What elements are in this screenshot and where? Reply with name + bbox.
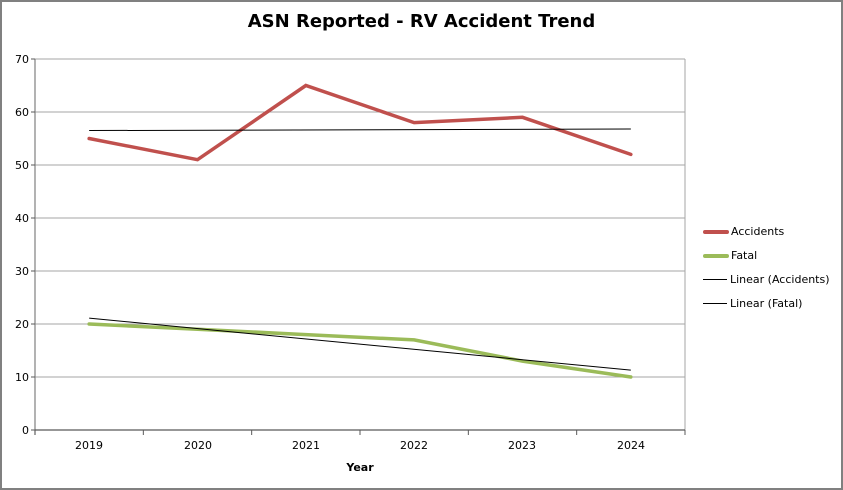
linear-fatal-line-swatch xyxy=(703,303,727,304)
legend-item-linear-accidents: Linear (Accidents) xyxy=(703,273,830,286)
y-tick-label: 60 xyxy=(15,106,29,119)
fatal-line-swatch xyxy=(703,253,729,258)
x-tick-label: 2023 xyxy=(508,439,536,452)
accidents-line-swatch xyxy=(703,229,729,234)
legend-label: Accidents xyxy=(731,225,785,238)
series-line-accidents xyxy=(87,83,633,162)
chart-title: ASN Reported - RV Accident Trend xyxy=(247,11,596,32)
y-tick-label: 70 xyxy=(15,53,29,66)
x-axis-title: Year xyxy=(346,461,374,474)
legend-label: Linear (Fatal) xyxy=(730,297,803,310)
x-tick-label: 2021 xyxy=(292,439,320,452)
legend-label: Fatal xyxy=(731,249,758,262)
legend-item-linear-fatal: Linear (Fatal) xyxy=(703,297,830,310)
x-tick-label: 2019 xyxy=(75,439,103,452)
legend-label: Linear (Accidents) xyxy=(730,273,830,286)
y-tick-label: 40 xyxy=(15,212,29,225)
trendline-linear-fatal- xyxy=(89,317,631,371)
y-tick-label: 20 xyxy=(15,318,29,331)
x-tick-label: 2024 xyxy=(617,439,645,452)
y-tick-label: 10 xyxy=(15,371,29,384)
y-tick-label: 50 xyxy=(15,159,29,172)
y-tick-label: 0 xyxy=(22,424,29,437)
chart-legend: Accidents Fatal Linear (Accidents) Linea… xyxy=(703,225,830,310)
x-tick-label: 2022 xyxy=(400,439,428,452)
x-tick-label: 2020 xyxy=(184,439,212,452)
legend-item-fatal: Fatal xyxy=(703,249,830,262)
series-line-fatal xyxy=(87,322,633,379)
y-tick-label: 30 xyxy=(15,265,29,278)
legend-item-accidents: Accidents xyxy=(703,225,830,238)
trendline-linear-accidents- xyxy=(89,128,631,132)
linear-accidents-line-swatch xyxy=(703,279,727,280)
